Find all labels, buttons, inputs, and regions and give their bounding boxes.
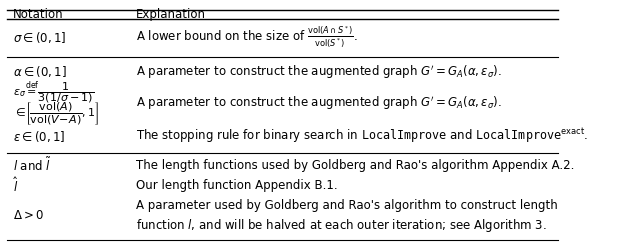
Text: $\varepsilon\in(0,1]$: $\varepsilon\in(0,1]$: [13, 128, 65, 144]
Text: A parameter to construct the augmented graph $G'=G_A(\alpha,\varepsilon_\sigma)$: A parameter to construct the augmented g…: [136, 94, 502, 112]
Text: $\hat{l}$: $\hat{l}$: [13, 176, 19, 195]
Text: Explanation: Explanation: [136, 8, 206, 21]
Text: $\sigma\in(0,1]$: $\sigma\in(0,1]$: [13, 30, 66, 45]
Text: Our length function Appendix B.1.: Our length function Appendix B.1.: [136, 179, 338, 192]
Text: $\in\!\left[\dfrac{\mathrm{vol}(A)}{\mathrm{vol}(V\!-\!A)},1\right]$: $\in\!\left[\dfrac{\mathrm{vol}(A)}{\mat…: [13, 100, 99, 127]
Text: A parameter to construct the augmented graph $G'=G_A(\alpha,\varepsilon_\sigma)$: A parameter to construct the augmented g…: [136, 63, 502, 80]
Text: A lower bound on the size of $\frac{\mathrm{vol}(A\cap S^*)}{\mathrm{vol}(S^*)}$: A lower bound on the size of $\frac{\mat…: [136, 24, 358, 50]
Text: $\Delta>0$: $\Delta>0$: [13, 209, 44, 222]
Text: $l$ and $\tilde{l}$: $l$ and $\tilde{l}$: [13, 157, 51, 174]
Text: The stopping rule for binary search in $\mathtt{LocalImprove}$ and $\mathtt{Loca: The stopping rule for binary search in $…: [136, 127, 588, 146]
Text: $\alpha\in(0,1]$: $\alpha\in(0,1]$: [13, 64, 67, 79]
Text: The length functions used by Goldberg and Rao's algorithm Appendix A.2.: The length functions used by Goldberg an…: [136, 159, 575, 172]
Text: function $l$, and will be halved at each outer iteration; see Algorithm 3.: function $l$, and will be halved at each…: [136, 216, 547, 234]
Text: $\varepsilon_\sigma\overset{\mathrm{def}}{=}\dfrac{1}{3(1/\sigma-1)}$: $\varepsilon_\sigma\overset{\mathrm{def}…: [13, 80, 94, 106]
Text: A parameter used by Goldberg and Rao's algorithm to construct length: A parameter used by Goldberg and Rao's a…: [136, 199, 558, 212]
Text: Notation: Notation: [13, 8, 63, 21]
